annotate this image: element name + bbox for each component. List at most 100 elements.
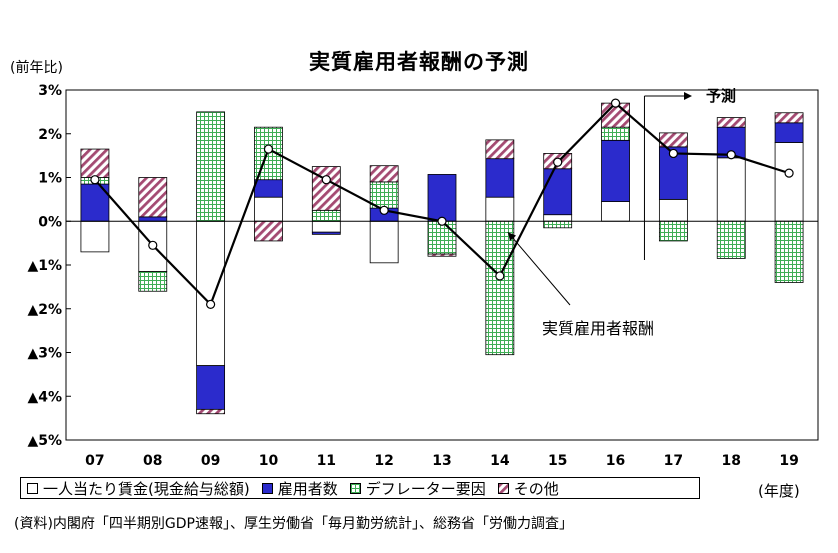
line-point — [726, 150, 736, 160]
bar-deflator — [543, 220, 573, 229]
y-tick-label: 1% — [38, 171, 62, 187]
bar-wage — [369, 220, 399, 264]
bar-deflator — [427, 220, 457, 255]
bar-employees — [543, 168, 573, 216]
y-tick-label: ▲2% — [27, 302, 62, 318]
legend-label-wage: 一人当たり賃金(現金給与総額) — [43, 479, 250, 498]
x-tick-label: 14 — [490, 453, 510, 469]
y-tick-label: 3% — [38, 83, 62, 99]
bar-wage — [254, 196, 283, 222]
bars-layer — [80, 102, 804, 415]
line-layer — [90, 98, 794, 309]
x-tick-label: 15 — [548, 453, 567, 469]
bar-wage — [311, 220, 341, 233]
line-point — [784, 168, 794, 178]
x-tick-label: 13 — [432, 453, 451, 469]
bar-deflator — [716, 220, 746, 259]
y-tick-label: ▲4% — [27, 389, 62, 405]
bar-employees — [254, 179, 283, 198]
bar-other — [369, 165, 399, 183]
bar-other — [80, 148, 110, 178]
plot-frame — [65, 89, 819, 441]
legend-label-employees: 雇用者数 — [277, 479, 338, 498]
legend-label-deflator: デフレーター要因 — [365, 479, 486, 498]
x-axis-unit-label: (年度) — [758, 482, 800, 500]
bar-employees — [601, 139, 630, 202]
line-point — [668, 148, 678, 159]
forecast-label: 予測 — [706, 87, 736, 105]
line-label-arrowhead — [507, 232, 517, 241]
bar-deflator — [601, 126, 630, 141]
line-point — [437, 216, 447, 226]
legend-item-wage: 一人当たり賃金(現金給与総額) — [27, 478, 250, 499]
bar-other — [138, 177, 168, 218]
line-point — [148, 240, 158, 250]
line-point — [90, 175, 100, 185]
bar-employees — [311, 231, 341, 235]
y-tick-label: 0% — [38, 214, 62, 230]
bar-employees — [427, 174, 457, 222]
bar-other — [196, 408, 226, 415]
annotation-layer: 実質雇用者報酬 予測 — [507, 87, 736, 338]
line-point — [495, 271, 505, 281]
line-point — [610, 98, 621, 108]
bar-employees — [138, 216, 168, 222]
forecast-arrowhead — [684, 92, 692, 100]
legend-swatch-deflator — [349, 482, 361, 494]
x-tick-label: 18 — [721, 453, 740, 469]
bar-other — [311, 166, 341, 211]
y-tick-label: 2% — [38, 127, 62, 143]
legend: 一人当たり賃金(現金給与総額) 雇用者数 デフレーター要因 その他 — [20, 477, 700, 499]
line-point — [379, 205, 389, 215]
line-point — [263, 144, 274, 154]
legend-item-deflator: デフレーター要因 — [349, 478, 486, 499]
bar-wage — [485, 196, 515, 222]
legend-item-employees: 雇用者数 — [261, 478, 338, 499]
x-tick-label: 09 — [201, 453, 220, 469]
y-axis-unit-label: (前年比) — [10, 60, 63, 76]
bar-employees — [196, 365, 226, 410]
line-point — [321, 175, 331, 185]
bar-deflator — [658, 220, 688, 242]
x-tick-label: 10 — [259, 453, 279, 469]
x-tick-label: 12 — [374, 453, 393, 469]
bar-wage — [658, 198, 688, 222]
bar-wage — [543, 214, 573, 222]
legend-swatch-other — [497, 482, 509, 494]
bar-deflator — [485, 220, 515, 356]
x-tick-label: 16 — [606, 453, 625, 469]
legend-swatch-wage — [27, 482, 38, 494]
bar-wage — [774, 142, 804, 222]
bar-deflator — [774, 220, 804, 283]
source-note: (資料)内閣府「四半期別GDP速報」、厚生労働省「毎月勤労統計」、総務省「労働力… — [14, 516, 573, 532]
chart-plot: 3% 2% 1% 0% ▲1% ▲2% ▲3% ▲4% ▲5% 07 08 09 10 11 12 13 14 1… — [27, 83, 819, 469]
x-tick-label: 17 — [664, 453, 683, 469]
y-tick-label: ▲1% — [27, 258, 62, 274]
y-tick-label: ▲3% — [27, 346, 62, 362]
bar-other — [427, 253, 457, 257]
bar-deflator — [196, 111, 226, 222]
chart-title: 実質雇用者報酬の予測 — [309, 50, 529, 74]
x-tick-label: 08 — [143, 453, 162, 469]
bar-wage — [601, 201, 630, 222]
axes-layer: 3% 2% 1% 0% ▲1% ▲2% ▲3% ▲4% ▲5% 07 08 09 10 11 12 13 14 1… — [27, 83, 819, 469]
bar-other — [716, 117, 746, 128]
bar-deflator — [311, 209, 341, 222]
bar-other — [774, 112, 804, 124]
y-tick-label: ▲5% — [27, 433, 62, 449]
bar-wage — [716, 157, 746, 222]
x-tick-label: 11 — [317, 453, 336, 469]
legend-item-other: その他 — [497, 478, 559, 499]
legend-label-other: その他 — [513, 479, 559, 498]
bar-employees — [774, 122, 804, 143]
x-tick-label: 19 — [779, 453, 798, 469]
line-point — [553, 157, 563, 167]
x-tick-label: 07 — [85, 453, 104, 469]
line-label-leader — [507, 231, 571, 306]
bar-other — [254, 220, 283, 242]
bar-deflator — [138, 271, 168, 292]
line-point — [206, 299, 216, 309]
bar-wage — [80, 220, 110, 253]
bar-other — [485, 139, 515, 160]
legend-swatch-employees — [261, 482, 273, 494]
